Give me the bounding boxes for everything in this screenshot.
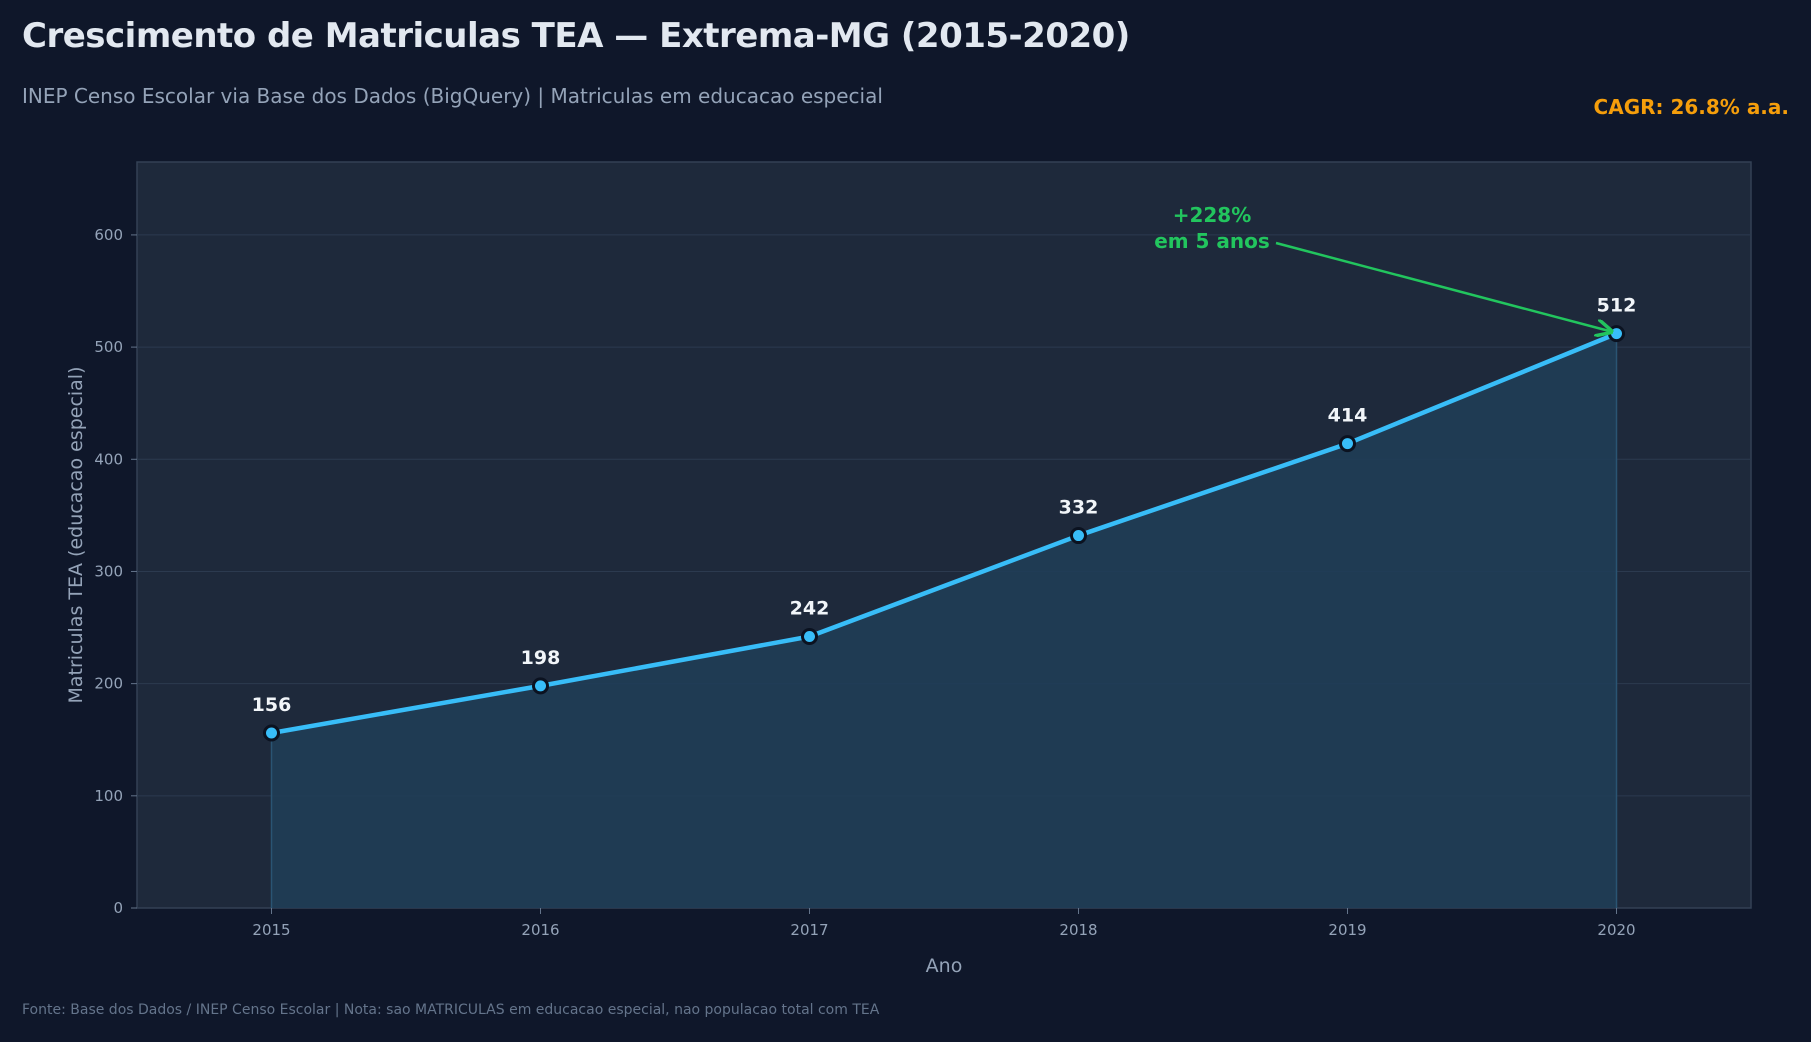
page-title: Crescimento de Matriculas TEA — Extrema-… <box>22 16 1130 56</box>
data-point <box>801 628 818 646</box>
x-axis-label: Ano <box>926 955 963 977</box>
series-line <box>269 331 1619 736</box>
x-tick-label: 2018 <box>1059 921 1097 939</box>
data-point <box>1608 325 1625 343</box>
data-point <box>532 677 549 695</box>
source-note: Fonte: Base dos Dados / INEP Censo Escol… <box>22 1002 880 1018</box>
data-point <box>1070 527 1087 545</box>
data-label: 414 <box>1328 405 1368 427</box>
y-tick-label: 500 <box>94 338 123 356</box>
data-point <box>263 724 280 742</box>
data-point <box>1339 435 1356 453</box>
x-tick-label: 2020 <box>1597 921 1635 939</box>
y-tick-label: 600 <box>94 226 123 244</box>
annotation-period: em 5 anos <box>1154 229 1270 253</box>
y-tick-label: 100 <box>94 787 123 805</box>
x-tick-label: 2015 <box>252 921 290 939</box>
y-tick-label: 0 <box>113 899 123 917</box>
y-tick-label: 300 <box>94 562 123 580</box>
series-area <box>271 333 1617 908</box>
x-tick-label: 2017 <box>790 921 828 939</box>
cagr-badge: CAGR: 26.8% a.a. <box>1593 95 1789 119</box>
data-label: 198 <box>521 647 561 669</box>
data-label: 242 <box>790 598 830 620</box>
y-tick-label: 200 <box>94 675 123 693</box>
y-axis-label: Matriculas TEA (educacao especial) <box>65 366 87 703</box>
data-label: 156 <box>252 694 292 716</box>
annotation-percent: +228% <box>1173 203 1252 227</box>
y-tick-label: 400 <box>94 450 123 468</box>
data-label: 512 <box>1597 295 1637 317</box>
x-tick-label: 2016 <box>521 921 559 939</box>
x-tick-label: 2019 <box>1328 921 1366 939</box>
data-label: 332 <box>1059 497 1099 519</box>
page-subtitle: INEP Censo Escolar via Base dos Dados (B… <box>22 84 883 108</box>
annotation-arrow <box>1275 241 1612 332</box>
